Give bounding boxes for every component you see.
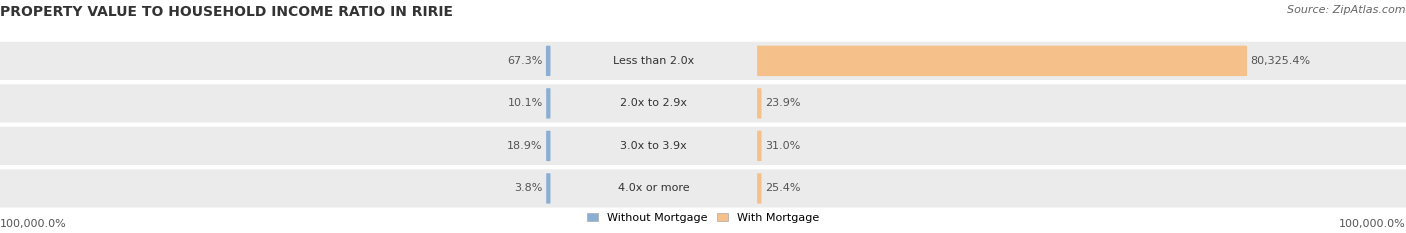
- Text: 4.0x or more: 4.0x or more: [619, 183, 689, 193]
- Legend: Without Mortgage, With Mortgage: Without Mortgage, With Mortgage: [582, 209, 824, 227]
- FancyBboxPatch shape: [0, 168, 1406, 209]
- FancyBboxPatch shape: [546, 88, 551, 119]
- Text: 100,000.0%: 100,000.0%: [0, 219, 66, 229]
- Text: 2.0x to 2.9x: 2.0x to 2.9x: [620, 98, 688, 108]
- FancyBboxPatch shape: [758, 131, 762, 161]
- Text: 3.0x to 3.9x: 3.0x to 3.9x: [620, 141, 688, 151]
- Text: 25.4%: 25.4%: [765, 183, 800, 193]
- FancyBboxPatch shape: [758, 88, 762, 119]
- FancyBboxPatch shape: [758, 173, 762, 204]
- Text: 3.8%: 3.8%: [515, 183, 543, 193]
- Text: PROPERTY VALUE TO HOUSEHOLD INCOME RATIO IN RIRIE: PROPERTY VALUE TO HOUSEHOLD INCOME RATIO…: [0, 5, 453, 19]
- FancyBboxPatch shape: [546, 46, 551, 76]
- Text: 100,000.0%: 100,000.0%: [1340, 219, 1406, 229]
- Text: 31.0%: 31.0%: [765, 141, 800, 151]
- FancyBboxPatch shape: [0, 40, 1406, 81]
- Text: 18.9%: 18.9%: [508, 141, 543, 151]
- FancyBboxPatch shape: [546, 173, 551, 204]
- Text: 80,325.4%: 80,325.4%: [1250, 56, 1310, 66]
- Text: Less than 2.0x: Less than 2.0x: [613, 56, 695, 66]
- FancyBboxPatch shape: [758, 46, 1247, 76]
- FancyBboxPatch shape: [0, 125, 1406, 166]
- FancyBboxPatch shape: [546, 131, 551, 161]
- FancyBboxPatch shape: [0, 83, 1406, 124]
- Text: Source: ZipAtlas.com: Source: ZipAtlas.com: [1288, 5, 1406, 15]
- Text: 67.3%: 67.3%: [508, 56, 543, 66]
- Text: 10.1%: 10.1%: [508, 98, 543, 108]
- Text: 23.9%: 23.9%: [765, 98, 800, 108]
